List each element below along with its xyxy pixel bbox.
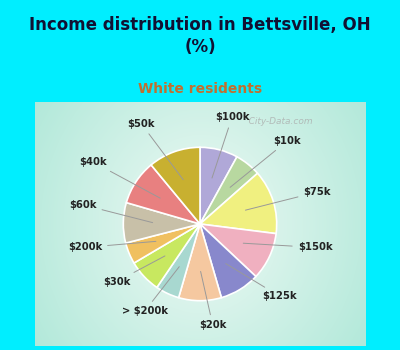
Text: Income distribution in Bettsville, OH
(%): Income distribution in Bettsville, OH (%… (29, 16, 371, 56)
Text: City-Data.com: City-Data.com (240, 117, 312, 126)
Text: $10k: $10k (230, 136, 301, 187)
Wedge shape (200, 224, 276, 276)
Text: $75k: $75k (246, 187, 331, 210)
Wedge shape (200, 147, 237, 224)
Wedge shape (151, 147, 200, 224)
Text: $30k: $30k (103, 256, 165, 287)
Text: > $200k: > $200k (122, 267, 179, 316)
Wedge shape (179, 224, 221, 301)
Text: White residents: White residents (138, 82, 262, 96)
Wedge shape (134, 224, 200, 287)
Wedge shape (200, 224, 256, 298)
Text: $200k: $200k (68, 241, 156, 252)
Text: $40k: $40k (80, 157, 160, 198)
Text: $60k: $60k (69, 200, 152, 223)
Wedge shape (123, 203, 200, 243)
Wedge shape (126, 224, 200, 263)
Text: $125k: $125k (226, 264, 297, 301)
Text: $150k: $150k (243, 243, 332, 252)
Text: $20k: $20k (199, 272, 226, 330)
Wedge shape (126, 165, 200, 224)
Text: $50k: $50k (128, 119, 183, 180)
Wedge shape (200, 173, 277, 233)
Text: $100k: $100k (212, 112, 249, 178)
Wedge shape (200, 157, 258, 224)
Wedge shape (157, 224, 200, 298)
